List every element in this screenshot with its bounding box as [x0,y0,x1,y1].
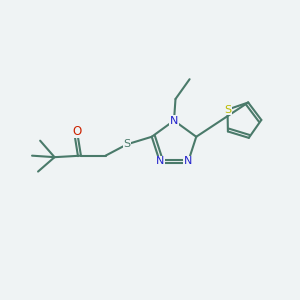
Text: S: S [124,139,131,149]
Text: S: S [224,105,231,115]
Text: N: N [156,156,164,167]
Text: O: O [73,124,82,138]
Text: N: N [170,116,178,126]
Text: N: N [184,156,192,167]
